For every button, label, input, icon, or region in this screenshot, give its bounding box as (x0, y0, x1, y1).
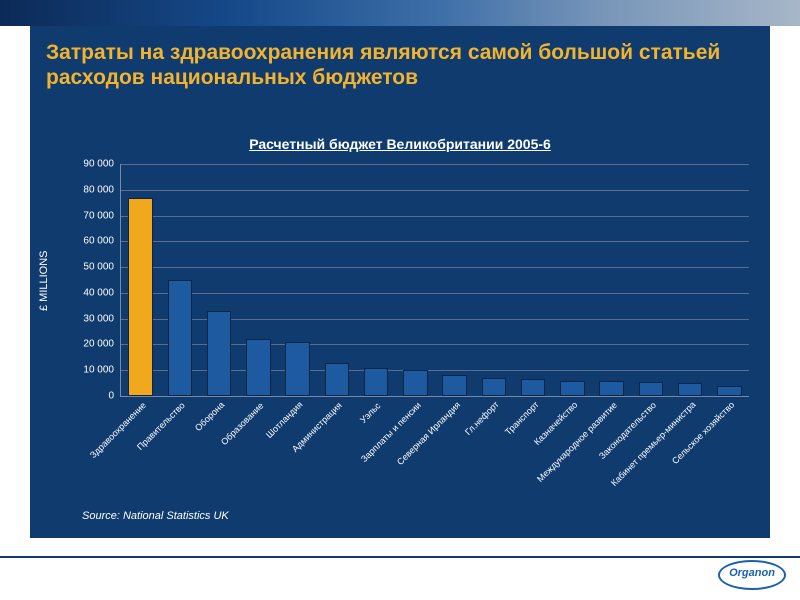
x-tick-label: Здравоохранение (88, 400, 148, 460)
bar (599, 381, 623, 396)
y-tick-label: 60 000 (64, 236, 114, 247)
bar (639, 382, 663, 396)
y-tick-label: 20 000 (64, 339, 114, 350)
bar (207, 311, 231, 396)
bar (442, 375, 466, 396)
y-tick-label: 40 000 (64, 287, 114, 298)
bar (246, 339, 270, 396)
bar (364, 368, 388, 396)
y-tick-label: 80 000 (64, 184, 114, 195)
gridline (121, 293, 749, 294)
bar (482, 378, 506, 396)
bar-highlight (128, 198, 152, 396)
x-tick-label: Транспорт (503, 400, 541, 438)
footer-divider (0, 556, 800, 558)
gridline (121, 216, 749, 217)
slide-title: Затраты на здравоохранения являются само… (46, 40, 756, 90)
x-tick-label: Оборона (193, 400, 226, 433)
header-band (0, 0, 800, 26)
gridline (121, 267, 749, 268)
bar-chart: 010 00020 00030 00040 00050 00060 00070 … (120, 164, 749, 397)
y-tick-label: 10 000 (64, 365, 114, 376)
organon-logo: Organon (718, 560, 786, 590)
bar (403, 370, 427, 396)
slide: Затраты на здравоохранения являются само… (0, 0, 800, 600)
chart-title: Расчетный бюджет Великобритании 2005-6 (30, 136, 770, 152)
y-tick-label: 50 000 (64, 262, 114, 273)
bar (521, 379, 545, 396)
gridline (121, 164, 749, 165)
y-tick-label: 70 000 (64, 210, 114, 221)
gridline (121, 190, 749, 191)
gridline (121, 241, 749, 242)
x-tick-label: Гл.нефорт (463, 400, 501, 438)
x-tick-label: Международное развитие (535, 400, 619, 484)
bar (325, 363, 349, 397)
y-tick-label: 0 (64, 391, 114, 402)
y-axis-label: £ MILLIONS (38, 250, 50, 311)
x-tick-label: Уэльс (358, 400, 382, 424)
bar (560, 381, 584, 396)
y-tick-label: 30 000 (64, 313, 114, 324)
main-panel: Затраты на здравоохранения являются само… (30, 26, 770, 538)
bar (678, 383, 702, 396)
bar (717, 386, 741, 396)
source-citation: Source: National Statistics UK (82, 510, 229, 522)
bar (168, 280, 192, 396)
x-tick-label: Шотландия (264, 400, 305, 441)
bar (285, 342, 309, 396)
y-tick-label: 90 000 (64, 159, 114, 170)
